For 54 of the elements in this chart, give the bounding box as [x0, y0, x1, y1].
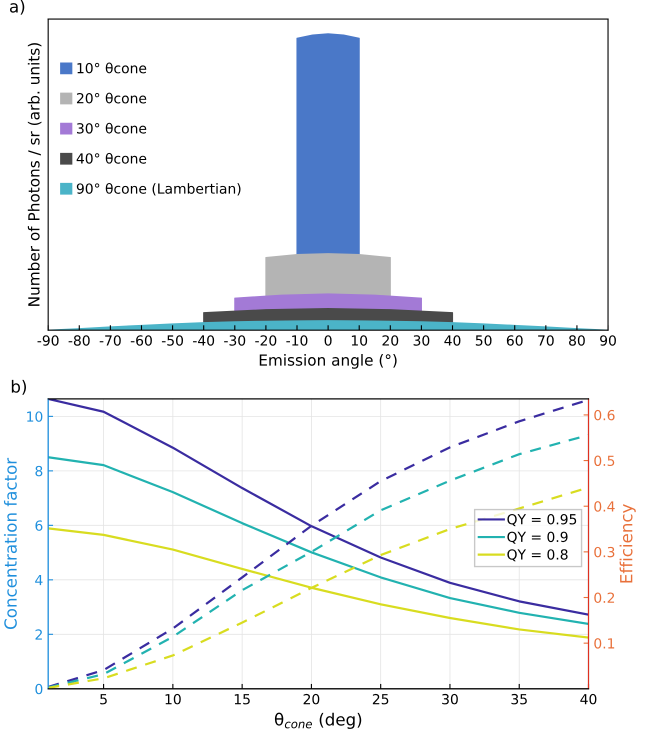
y-axis-title: Concentration factor: [4, 458, 17, 629]
x-tick-label: 10: [352, 335, 368, 346]
x-tick-label: -60: [130, 335, 152, 346]
x-tick-label: 90: [600, 335, 616, 346]
x-tick-label: 40: [580, 694, 596, 704]
x-tick-label: 5: [100, 694, 107, 704]
legend-label: 90° θcone (Lambertian): [76, 182, 240, 196]
y-axis-title: Number of Photons / sr (arb. units): [28, 43, 42, 306]
x-tick-label: -30: [224, 335, 246, 346]
x-tick-label: 80: [569, 335, 585, 346]
x-tick-label: 60: [506, 335, 523, 346]
x-tick-label: -50: [162, 335, 184, 346]
x-tick-label: 30: [442, 694, 458, 704]
y-tick-label: 8: [35, 466, 42, 476]
text: b): [12, 380, 26, 395]
y2-tick-label: 0.3: [594, 546, 614, 558]
y2-tick-label: 0.6: [594, 410, 615, 420]
y-tick-label: 10: [27, 411, 42, 422]
x-tick-label: 50: [476, 335, 492, 346]
y-tick-label: 0: [35, 684, 42, 694]
legend-label: 30° θcone: [77, 122, 146, 134]
text: a): [10, 0, 24, 15]
x-tick-label: -40: [193, 335, 214, 346]
x-tick-label: 40: [444, 335, 460, 346]
legend-label: QY = 0.9: [507, 532, 568, 544]
legend-label: 40° θcone: [76, 152, 146, 164]
x-tick-label: -70: [100, 335, 121, 346]
y2-tick-label: 0.5: [594, 456, 614, 466]
y-tick-label: 4: [35, 574, 43, 586]
x-tick-label: 0: [324, 335, 332, 346]
legend-label: 20° θcone: [76, 92, 146, 104]
x-tick-label: 10: [166, 694, 181, 704]
x-tick-label: -90: [38, 335, 59, 346]
y-tick-label: 6: [35, 520, 42, 531]
x-axis-title: θ$_{cone}$ (deg): [274, 712, 362, 729]
y2-axis-title: Efficiency: [620, 504, 636, 583]
y-tick-label: 2: [35, 629, 42, 640]
x-tick-label: 35: [511, 694, 527, 704]
x-tick-label: 20: [304, 694, 320, 704]
legend-label: 10° θcone: [77, 62, 146, 74]
x-tick-label: -80: [68, 335, 90, 346]
y2-tick-label: 0.4: [594, 501, 615, 512]
legend-label: QY = 0.8: [507, 549, 568, 562]
x-axis-title: Emission angle (°): [260, 354, 397, 369]
x-tick-label: 70: [538, 335, 554, 346]
x-tick-label: -20: [255, 335, 276, 346]
x-tick-label: 30: [414, 335, 430, 346]
legend-label: QY = 0.95: [507, 514, 576, 526]
x-tick-label: 20: [382, 335, 398, 346]
x-tick-label: 15: [234, 694, 250, 704]
y2-tick-label: 0.2: [594, 592, 614, 603]
x-tick-label: 25: [372, 694, 388, 704]
x-tick-label: -10: [286, 335, 308, 346]
y2-tick-label: 0.1: [594, 638, 614, 649]
